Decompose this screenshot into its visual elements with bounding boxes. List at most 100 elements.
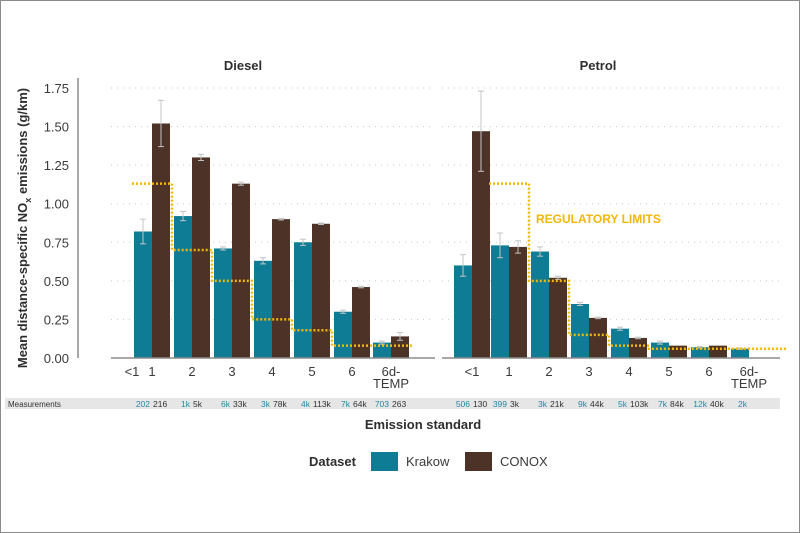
measurement-conox: 64k (353, 399, 367, 409)
y-tick-label: 0.25 (44, 312, 69, 327)
measurement-krakow: 3k (538, 399, 548, 409)
y-axis-label-part: emissions (g/km) (15, 88, 30, 198)
x-tick-label: 2 (545, 364, 552, 379)
bar-conox (232, 183, 250, 358)
bar-krakow (174, 216, 192, 358)
bar-krakow (454, 265, 472, 358)
y-axis-label-part: Mean distance-specific NO (15, 203, 30, 368)
x-tick-label: 6d- (382, 364, 401, 379)
bar-krakow (571, 304, 589, 358)
x-tick-label: TEMP (373, 376, 409, 391)
bar-conox (629, 337, 647, 358)
measurement-conox: 3k (510, 399, 520, 409)
x-tick-label: <1 (125, 364, 140, 379)
regulatory-limits-annotation: REGULATORY LIMITS (536, 212, 661, 226)
bar-conox (192, 157, 210, 358)
measurement-conox: 33k (233, 399, 247, 409)
y-tick-label: 1.75 (44, 81, 69, 96)
measurements-label: Measurements (8, 400, 61, 409)
bar-krakow (254, 260, 272, 358)
measurement-krakow: 703 (375, 399, 389, 409)
measurement-krakow: 6k (221, 399, 231, 409)
bar-krakow (294, 242, 312, 358)
y-tick-label: 0.50 (44, 274, 69, 289)
bar-krakow (691, 347, 709, 358)
measurement-krakow: 4k (301, 399, 311, 409)
measurement-krakow: 12k (693, 399, 707, 409)
bar-conox (391, 336, 409, 358)
measurements-band (5, 398, 780, 409)
bar-krakow (531, 251, 549, 358)
x-tick-label: 2 (188, 364, 195, 379)
panel-title-diesel: Diesel (224, 58, 262, 73)
measurement-krakow: 399 (493, 399, 507, 409)
measurement-krakow: 5k (618, 399, 628, 409)
measurement-krakow: 7k (341, 399, 351, 409)
x-tick-label: 6d- (740, 364, 759, 379)
y-tick-label: 1.00 (44, 197, 69, 212)
bar-krakow (651, 342, 669, 358)
bar-krakow (334, 311, 352, 358)
measurement-conox: 216 (153, 399, 167, 409)
x-tick-label: 4 (268, 364, 275, 379)
y-tick-label: 1.25 (44, 158, 69, 173)
x-tick-label: 5 (665, 364, 672, 379)
y-axis-label: Mean distance-specific NOx emissions (g/… (15, 88, 33, 368)
measurement-krakow: 202 (136, 399, 150, 409)
x-tick-label: 1 (148, 364, 155, 379)
measurement-conox: 21k (550, 399, 564, 409)
bar-krakow (214, 248, 232, 358)
measurement-krakow: 3k (261, 399, 271, 409)
y-tick-label: 0.00 (44, 351, 69, 366)
bar-conox (312, 223, 330, 358)
measurement-conox: 44k (590, 399, 604, 409)
x-tick-label: 4 (625, 364, 632, 379)
bar-conox (589, 317, 607, 358)
measurement-conox: 78k (273, 399, 287, 409)
x-tick-label: 3 (228, 364, 235, 379)
x-tick-label: 1 (505, 364, 512, 379)
measurement-conox: 40k (710, 399, 724, 409)
bar-krakow (134, 231, 152, 358)
measurement-conox: 103k (630, 399, 649, 409)
measurement-conox: 113k (313, 399, 332, 409)
legend-label-conox: CONOX (500, 454, 548, 469)
measurement-krakow: 9k (578, 399, 588, 409)
measurement-conox: 5k (193, 399, 203, 409)
panel-title-petrol: Petrol (580, 58, 617, 73)
bar-conox (352, 287, 370, 358)
measurement-krakow: 1k (181, 399, 191, 409)
x-axis-title: Emission standard (365, 417, 481, 432)
measurement-krakow: 7k (658, 399, 668, 409)
x-tick-label: 6 (348, 364, 355, 379)
bar-krakow (611, 328, 629, 358)
y-tick-label: 0.75 (44, 235, 69, 250)
bar-conox (272, 219, 290, 358)
bar-conox (509, 246, 527, 358)
y-tick-label: 1.50 (44, 120, 69, 135)
legend-swatch-conox (465, 452, 492, 471)
bar-krakow (491, 245, 509, 358)
bar-conox (152, 123, 170, 358)
measurement-conox: 84k (670, 399, 684, 409)
legend-swatch-krakow (371, 452, 398, 471)
bar-krakow (731, 348, 749, 358)
legend-title: Dataset (309, 454, 357, 469)
x-tick-label: 5 (308, 364, 315, 379)
measurement-krakow: 506 (456, 399, 470, 409)
x-tick-label: 6 (705, 364, 712, 379)
legend-label-krakow: Krakow (406, 454, 450, 469)
y-axis-label-subscript: x (23, 198, 33, 203)
x-tick-label: <1 (465, 364, 480, 379)
measurement-conox: 263 (392, 399, 406, 409)
regulatory-limit-line (132, 182, 413, 347)
regulatory-limit-line (489, 182, 787, 350)
bar-conox (472, 131, 490, 358)
x-tick-label: TEMP (731, 376, 767, 391)
x-tick-label: 3 (585, 364, 592, 379)
measurement-conox: 130 (473, 399, 487, 409)
measurement-krakow: 2k (738, 399, 748, 409)
bar-conox (549, 277, 567, 358)
